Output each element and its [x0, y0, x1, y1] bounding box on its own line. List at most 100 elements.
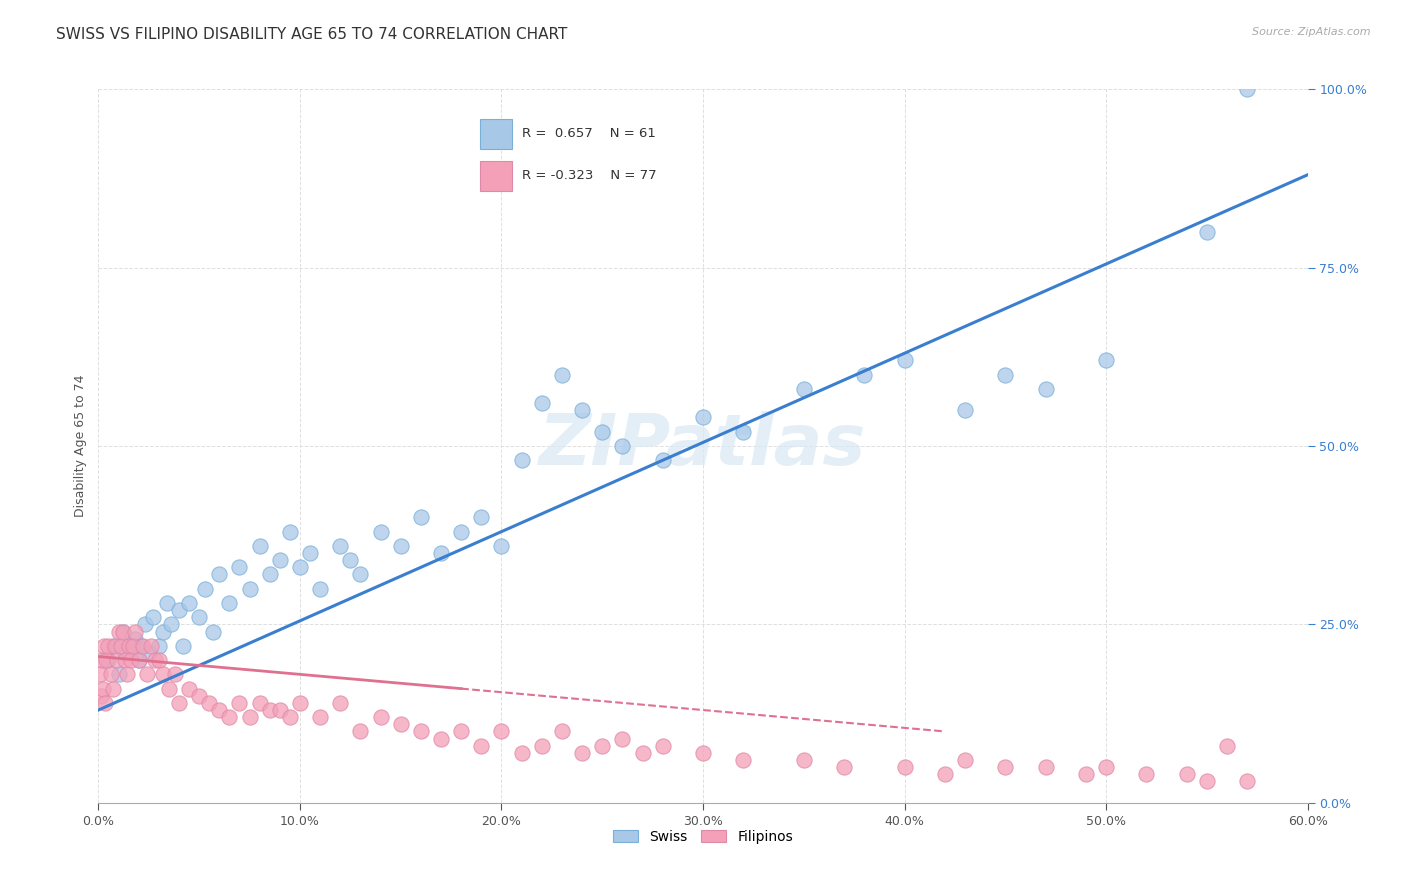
Point [259, 567, 281, 582]
Point [510, 453, 533, 467]
Point [389, 717, 412, 731]
Point [249, 696, 271, 710]
Point [530, 739, 553, 753]
Point [692, 746, 714, 760]
Point [208, 567, 231, 582]
Point [370, 524, 392, 539]
Point [208, 703, 231, 717]
Point [194, 582, 217, 596]
Point [239, 582, 262, 596]
Point [1216, 739, 1239, 753]
Point [124, 624, 146, 639]
Point [349, 567, 371, 582]
Point [934, 767, 956, 781]
Point [148, 653, 170, 667]
Point [142, 610, 165, 624]
Point [94, 696, 117, 710]
Point [994, 368, 1017, 382]
Point [1095, 760, 1118, 774]
Point [612, 731, 634, 746]
Point [128, 653, 150, 667]
Point [163, 667, 186, 681]
Point [93, 681, 115, 696]
Point [96, 653, 118, 667]
Point [97, 653, 120, 667]
Point [339, 553, 361, 567]
Point [309, 582, 332, 596]
Point [389, 539, 412, 553]
Point [135, 667, 157, 681]
Point [893, 760, 915, 774]
Point [157, 681, 180, 696]
Point [349, 724, 371, 739]
Point [288, 560, 311, 574]
Point [288, 696, 311, 710]
Point [269, 553, 291, 567]
Point [120, 653, 142, 667]
Point [111, 624, 134, 639]
Point [228, 696, 250, 710]
Point [124, 632, 146, 646]
Point [551, 724, 574, 739]
Y-axis label: Disability Age 65 to 74: Disability Age 65 to 74 [75, 375, 87, 517]
Point [121, 639, 143, 653]
Point [188, 689, 211, 703]
Point [651, 453, 673, 467]
Point [470, 739, 492, 753]
Point [450, 524, 472, 539]
Point [612, 439, 634, 453]
Point [470, 510, 492, 524]
Point [430, 731, 453, 746]
Point [152, 667, 174, 681]
Point [129, 639, 152, 653]
Point [591, 425, 613, 439]
Point [128, 653, 150, 667]
Point [1074, 767, 1097, 781]
Point [409, 510, 432, 524]
Point [793, 382, 815, 396]
Point [853, 368, 876, 382]
Point [143, 653, 166, 667]
Point [114, 646, 136, 660]
Point [491, 724, 513, 739]
Point [1095, 353, 1118, 368]
Point [107, 624, 129, 639]
Point [1035, 382, 1057, 396]
Point [1236, 774, 1258, 789]
Point [1035, 760, 1057, 774]
Point [179, 596, 201, 610]
Point [953, 753, 976, 767]
Point [101, 639, 124, 653]
Point [132, 639, 155, 653]
Point [491, 539, 513, 553]
Point [97, 639, 120, 653]
Point [91, 653, 114, 667]
Point [893, 353, 915, 368]
Point [202, 624, 225, 639]
Point [148, 639, 170, 653]
Point [1135, 767, 1157, 781]
Point [228, 560, 250, 574]
Point [218, 710, 240, 724]
Point [309, 710, 332, 724]
Point [138, 646, 160, 660]
Text: Source: ZipAtlas.com: Source: ZipAtlas.com [1253, 27, 1371, 37]
Point [179, 681, 201, 696]
Point [409, 724, 432, 739]
Point [114, 653, 136, 667]
Point [239, 710, 262, 724]
Point [430, 546, 453, 560]
Point [953, 403, 976, 417]
Point [370, 710, 392, 724]
Point [118, 639, 141, 653]
Point [139, 639, 162, 653]
Point [198, 696, 221, 710]
Point [278, 710, 301, 724]
Point [118, 639, 141, 653]
Point [1195, 774, 1218, 789]
Point [152, 624, 174, 639]
Point [329, 539, 352, 553]
Point [105, 653, 128, 667]
Point [89, 667, 111, 681]
Point [269, 703, 291, 717]
